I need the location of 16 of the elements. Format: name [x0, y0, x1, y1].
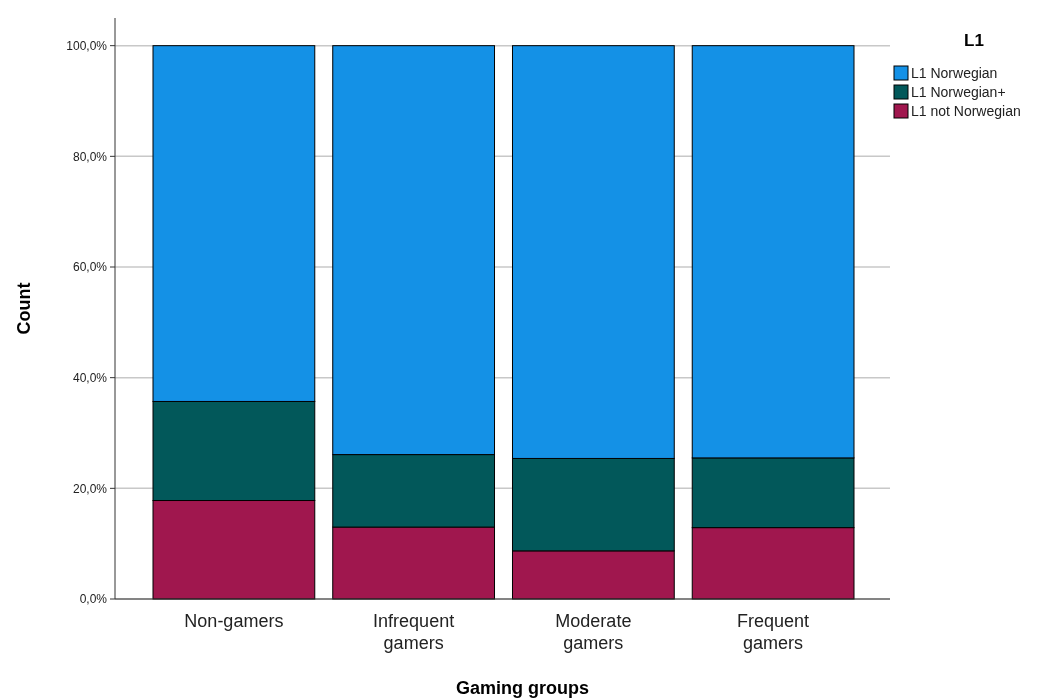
x-tick-label: Frequent gamers [737, 611, 810, 653]
y-tick-label: 0,0% [79, 592, 108, 607]
x-tick-label: Infrequent gamers [373, 611, 455, 653]
x-tick-label: Moderate gamers [555, 611, 632, 653]
x-tick-label: Non-gamers [184, 611, 284, 631]
y-tick-label: 60,0% [72, 260, 108, 275]
legend-title: L1 [964, 31, 984, 50]
y-tick-label: 100,0% [66, 38, 108, 53]
legend-label: L1 Norwegian [911, 64, 998, 81]
y-tick-label: 20,0% [72, 481, 108, 496]
x-axis-title: Gaming groups [455, 678, 590, 698]
y-axis-title: Count [14, 282, 34, 335]
legend-label: L1 Norwegian+ [911, 83, 1006, 100]
y-tick-label: 40,0% [72, 370, 108, 385]
legend-label: L1 not Norwegian [911, 102, 1021, 119]
y-tick-label: 80,0% [72, 149, 108, 164]
